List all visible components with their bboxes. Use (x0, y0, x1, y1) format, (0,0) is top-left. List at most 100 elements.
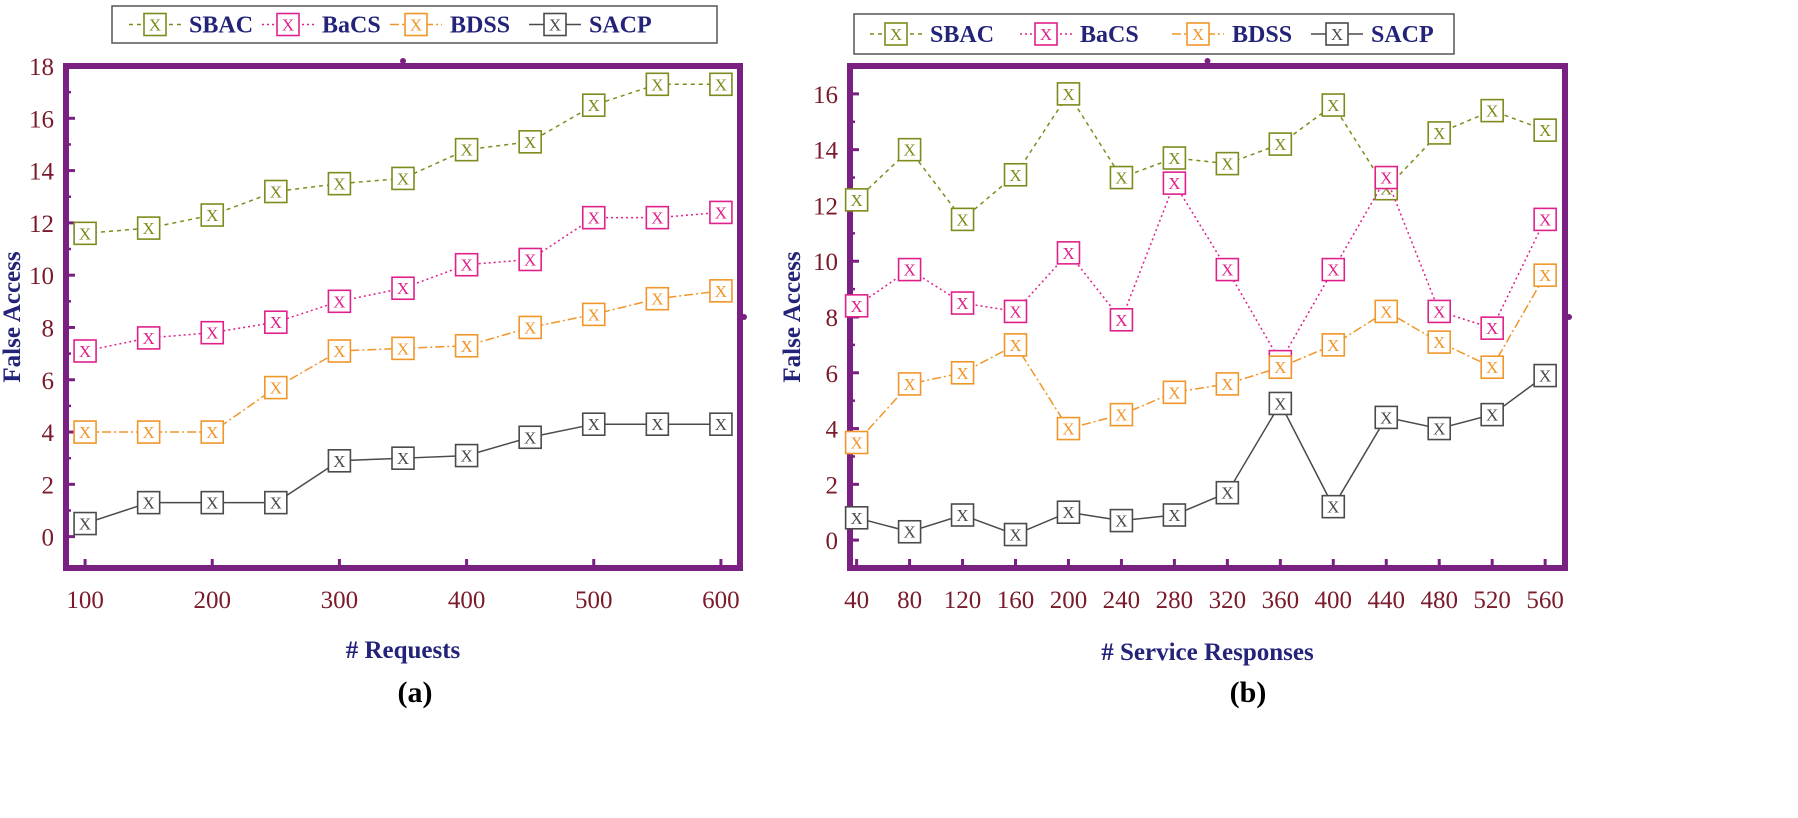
panel-b-series-sacp-point-13-box (1533, 363, 1557, 388)
panel-a-series-sacp-point-0: X (73, 511, 97, 536)
panel-a-series-sacp-line (84, 423, 721, 525)
panel-a-series-sacp-point-2-box (200, 490, 225, 515)
panel-a-series-sacp-point-5: X (391, 446, 415, 470)
panel-a-series-bacs-point-10: X (709, 200, 733, 225)
panel-b-series-bdss-point-10: X (1374, 299, 1399, 324)
panel-a-series-bacs-point-3: X (264, 310, 288, 335)
panel-b-series-sbac-point-1: X (897, 137, 922, 162)
panel-a-series-sacp-point-2: X (200, 490, 225, 515)
panel-a-legend-bacs-marker-glyph: X (282, 16, 294, 35)
panel-b-series-bdss-point-11: X (1427, 330, 1452, 354)
panel-a-series-sacp: X X X X X X X X X X X (73, 412, 733, 536)
panel-a-series-sacp-point-7: X (518, 425, 542, 450)
panel-a-series-bacs-point-10-glyph: X (715, 203, 727, 222)
panel-b-series-bdss-point-8-glyph: X (1274, 358, 1286, 377)
panel-b-legend-sacp-marker: X (1325, 22, 1349, 46)
panel-a-legend-bdss-label: BDSS (450, 13, 510, 39)
panel-b-series-bdss-point-5-glyph: X (1115, 406, 1127, 425)
panel-b-series-bdss-point-13-glyph: X (1539, 266, 1551, 285)
panel-b-xtick-label-9: 400 (1315, 587, 1353, 614)
panel-a-series-sbac-point-6-box (454, 137, 479, 162)
panel-b-series-bacs-point-9-glyph: X (1327, 261, 1339, 280)
panel-b-series-sbac-point-1-glyph: X (903, 141, 915, 160)
panel-b-series-sbac-point-7-box (1215, 151, 1240, 176)
panel-b-series-sacp-point-4-glyph: X (1062, 503, 1074, 522)
panel-b-xtick-label-0: 40 (844, 587, 869, 614)
panel-b-series-sbac-point-2-box (950, 207, 975, 232)
panel-a-series-sbac-point-0-glyph: X (79, 224, 91, 243)
panel-a-legend-bdss-marker: X (404, 12, 428, 37)
panel-b-ytick-label-0: 0 (826, 528, 839, 555)
panel-b-series-sacp-point-7: X (1215, 480, 1240, 505)
panel-a-series-bdss-point-1-glyph: X (143, 423, 155, 442)
panel-a-series-sbac-point-8-box (581, 93, 606, 118)
panel-b-series-bacs-point-0-glyph: X (850, 297, 862, 316)
panel-b-series-bdss-point-12-glyph: X (1486, 358, 1498, 377)
panel-a-series-sbac-point-7-box (518, 130, 542, 154)
panel-b-series-sacp-point-1-box (897, 519, 922, 544)
panel-b-legend-bacs-marker-glyph: X (1040, 25, 1052, 44)
panel-b-series-sbac-point-8-glyph: X (1274, 135, 1286, 154)
panel-b-legend-sbac-marker-glyph: X (890, 25, 902, 44)
panel-a-series-bacs-point-4-glyph: X (333, 292, 345, 311)
panel-b-series-sbac-point-1-box (897, 137, 922, 162)
panel-b-series-bdss-point-4-glyph: X (1062, 420, 1074, 439)
panel-b-series-sacp-point-6-glyph: X (1168, 506, 1180, 525)
panel-b-series-sacp-point-3-glyph: X (1009, 526, 1021, 545)
panel-b-series-sacp-point-9-box (1321, 494, 1346, 519)
panel-b-series-sbac-point-8-box (1268, 132, 1293, 156)
panel-a-legend-sbac-label: SBAC (189, 13, 253, 39)
panel-b-series-sacp-point-12-box (1480, 402, 1504, 427)
panel-b-series-sbac-point-4-box (1056, 82, 1081, 106)
panel-b-series-sbac-point-2-glyph: X (956, 210, 968, 229)
panel-b-series-bdss-point-0-box (844, 430, 869, 455)
panel-b-legend-sacp-marker-box (1325, 22, 1349, 46)
panel-a-series-sbac-point-2-glyph: X (206, 206, 218, 225)
panel-b-series-sbac-point-6: X (1162, 146, 1187, 170)
panel-b-series-bdss-point-13-box (1533, 263, 1557, 287)
panel-a-series-bdss-point-9-box (645, 286, 670, 311)
panel-b-series-bacs-point-11-glyph: X (1433, 302, 1445, 321)
panel-a-legend-bacs: X BaCS (262, 13, 381, 39)
panel-b-ylabel: False Access (779, 251, 806, 382)
panel-b-series-bacs-point-5: X (1109, 307, 1134, 332)
panel-b-series-bdss-point-9-box (1321, 333, 1346, 357)
panel-a-series-sbac-point-7-glyph: X (524, 133, 536, 152)
panel-b-series-sbac-point-0-glyph: X (850, 191, 862, 210)
panel-b-series-sbac-point-5: X (1109, 165, 1134, 190)
panel-b-series-sbac-point-0: X (844, 188, 869, 212)
panel-b-series-bdss-point-2-box (950, 360, 975, 385)
panel-b-series-bacs-point-1-glyph: X (903, 261, 915, 280)
panel-b-series-bdss-point-9-glyph: X (1327, 336, 1339, 355)
panel-b-frame-dot-right (1566, 314, 1572, 320)
panel-a-series-sacp-point-1-glyph: X (143, 494, 155, 513)
panel-b-series-sbac-point-3: X (1003, 162, 1028, 187)
panel-b-series-bacs-point-5-box (1109, 307, 1134, 332)
panel-a-series-sbac-point-7: X (518, 130, 542, 154)
panel-b-series-bdss-point-0: X (844, 430, 869, 455)
panel-b-series-sacp-point-5: X (1109, 508, 1134, 533)
panel-b-series-bdss-point-11-box (1427, 330, 1452, 354)
panel-a-series-sacp-point-1: X (136, 490, 161, 515)
panel-a-panel-label: (a) (398, 676, 433, 709)
panel-a-series-sbac-point-0: X (73, 221, 97, 246)
panel-a-series-bacs-point-0: X (73, 339, 97, 363)
panel-b-series-bacs-point-7: X (1215, 257, 1240, 282)
panel-b-series-sbac-point-5-glyph: X (1115, 169, 1127, 188)
panel-b-series-bdss-point-4-box (1056, 416, 1081, 441)
panel-a-series-sacp-point-4-box (327, 449, 352, 473)
panel-a-legend-sbac-marker-glyph: X (149, 16, 161, 35)
panel-a-series-sacp-point-6-glyph: X (460, 447, 472, 466)
panel-b-ytick-label-1: 2 (826, 472, 839, 499)
panel-b-series-sacp-point-13-glyph: X (1539, 367, 1551, 386)
panel-b-series-bdss-point-12: X (1480, 355, 1504, 380)
panel-a-series-sbac-point-9: X (645, 72, 670, 97)
panel-a-series-bdss-point-3-glyph: X (270, 379, 282, 398)
panel-a-legend-sbac-marker-box (143, 12, 167, 37)
panel-b-series-sbac-point-9: X (1321, 93, 1346, 117)
panel-b-series-sacp-point-11-glyph: X (1433, 420, 1445, 439)
panel-a-series-sbac-point-2-box (200, 203, 225, 227)
panel-b-series-bdss-point-13: X (1533, 263, 1557, 287)
panel-b-series-bdss-point-8: X (1268, 355, 1293, 380)
